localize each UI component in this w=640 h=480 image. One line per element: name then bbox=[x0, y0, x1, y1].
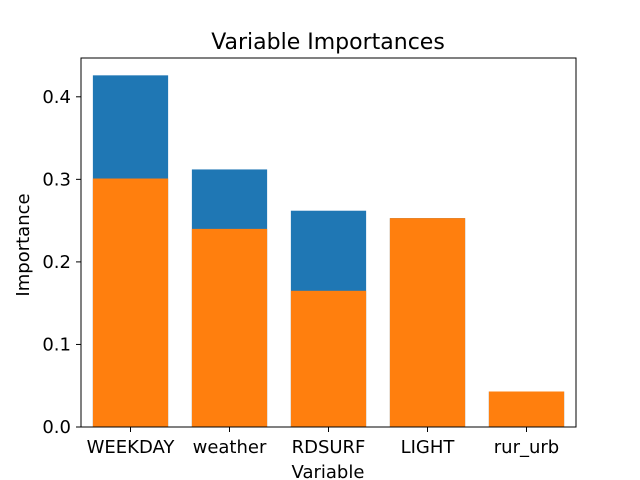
y-tick-label: 0.1 bbox=[42, 334, 71, 355]
bars-group bbox=[92, 75, 565, 427]
y-tick-label: 0.3 bbox=[42, 169, 71, 190]
y-axis: 0.0 0.1 0.2 0.3 0.4 bbox=[42, 87, 81, 438]
x-tick-label: WEEKDAY bbox=[87, 437, 176, 458]
y-tick-label: 0.4 bbox=[42, 87, 71, 108]
x-tick-label: weather bbox=[193, 437, 267, 458]
y-tick-label: 0.2 bbox=[42, 252, 71, 273]
bar-series2-rdsurf bbox=[290, 290, 367, 427]
x-tick-label: rur_urb bbox=[494, 437, 559, 458]
y-tick-label: 0.0 bbox=[42, 417, 71, 438]
chart-title: Variable Importances bbox=[211, 30, 445, 55]
x-axis: WEEKDAY weather RDSURF LIGHT rur_urb bbox=[87, 427, 559, 458]
bar-series2-weekday bbox=[92, 178, 169, 427]
bar-series2-rur-urb bbox=[488, 391, 565, 427]
x-tick-label: LIGHT bbox=[401, 437, 456, 458]
bar-series2-weather bbox=[191, 228, 268, 427]
bar-series2-light bbox=[389, 218, 466, 427]
x-axis-title: Variable bbox=[292, 462, 365, 480]
y-axis-title: Importance bbox=[13, 193, 34, 296]
x-tick-label: RDSURF bbox=[292, 437, 366, 458]
